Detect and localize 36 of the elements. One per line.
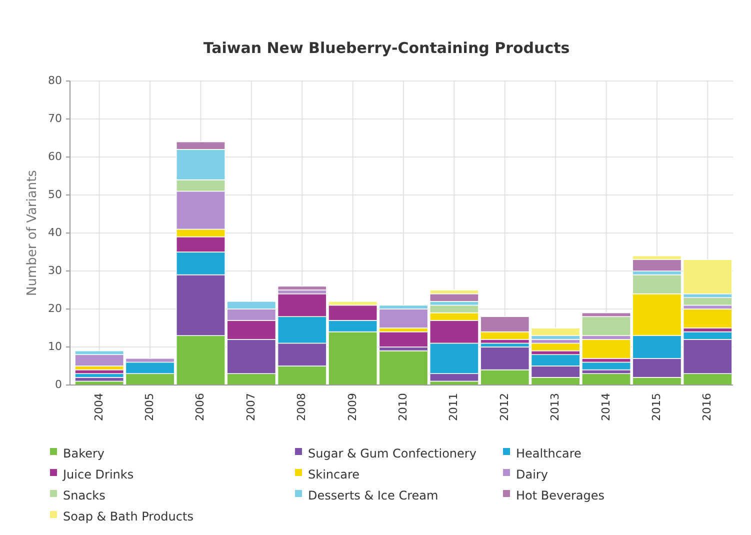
y-tick-label: 50 bbox=[48, 188, 62, 202]
x-tick-label: 2006 bbox=[194, 393, 207, 421]
y-tick-label: 70 bbox=[48, 112, 62, 126]
y-tick-label: 10 bbox=[48, 340, 62, 354]
y-tick-label: 40 bbox=[48, 226, 62, 240]
x-tick-label: 2015 bbox=[650, 393, 663, 421]
x-tick-label: 2007 bbox=[244, 393, 258, 421]
y-tick-label: 0 bbox=[55, 378, 62, 392]
y-tick-label: 30 bbox=[48, 264, 62, 278]
legend-label: Soap & Bath Products bbox=[63, 509, 194, 524]
legend-label: Healthcare bbox=[516, 446, 582, 460]
chart-title: Taiwan New Blueberry-Containing Products bbox=[203, 39, 570, 57]
x-tick-label: 2014 bbox=[599, 393, 612, 421]
legend-label: Snacks bbox=[63, 488, 106, 502]
x-tick-label: 2016 bbox=[700, 393, 714, 421]
legend-label: Bakery bbox=[63, 446, 105, 460]
x-tick-label: 2004 bbox=[92, 393, 106, 421]
x-tick-label: 2008 bbox=[295, 393, 308, 421]
x-tick-label: 2009 bbox=[346, 393, 359, 421]
legend-label: Hot Beverages bbox=[516, 488, 605, 502]
x-tick-label: 2012 bbox=[498, 393, 511, 421]
legend-label: Sugar & Gum Confectionery bbox=[308, 446, 476, 460]
y-tick-label: 60 bbox=[48, 150, 62, 164]
legend-label: Skincare bbox=[308, 467, 360, 482]
legend-label: Dairy bbox=[516, 467, 548, 482]
x-tick-label: 2013 bbox=[548, 393, 562, 421]
x-tick-label: 2011 bbox=[447, 393, 460, 421]
bar bbox=[429, 293, 479, 302]
x-tick-label: 2010 bbox=[396, 393, 410, 421]
legend-label: Desserts & Ice Cream bbox=[308, 488, 438, 502]
legend-label: Juice Drinks bbox=[62, 467, 134, 482]
bar bbox=[277, 286, 327, 290]
y-axis-title: Number of Variants bbox=[25, 170, 40, 296]
x-tick-label: 2005 bbox=[143, 393, 156, 421]
y-tick-label: 20 bbox=[48, 302, 62, 316]
y-tick-label: 80 bbox=[48, 74, 62, 88]
